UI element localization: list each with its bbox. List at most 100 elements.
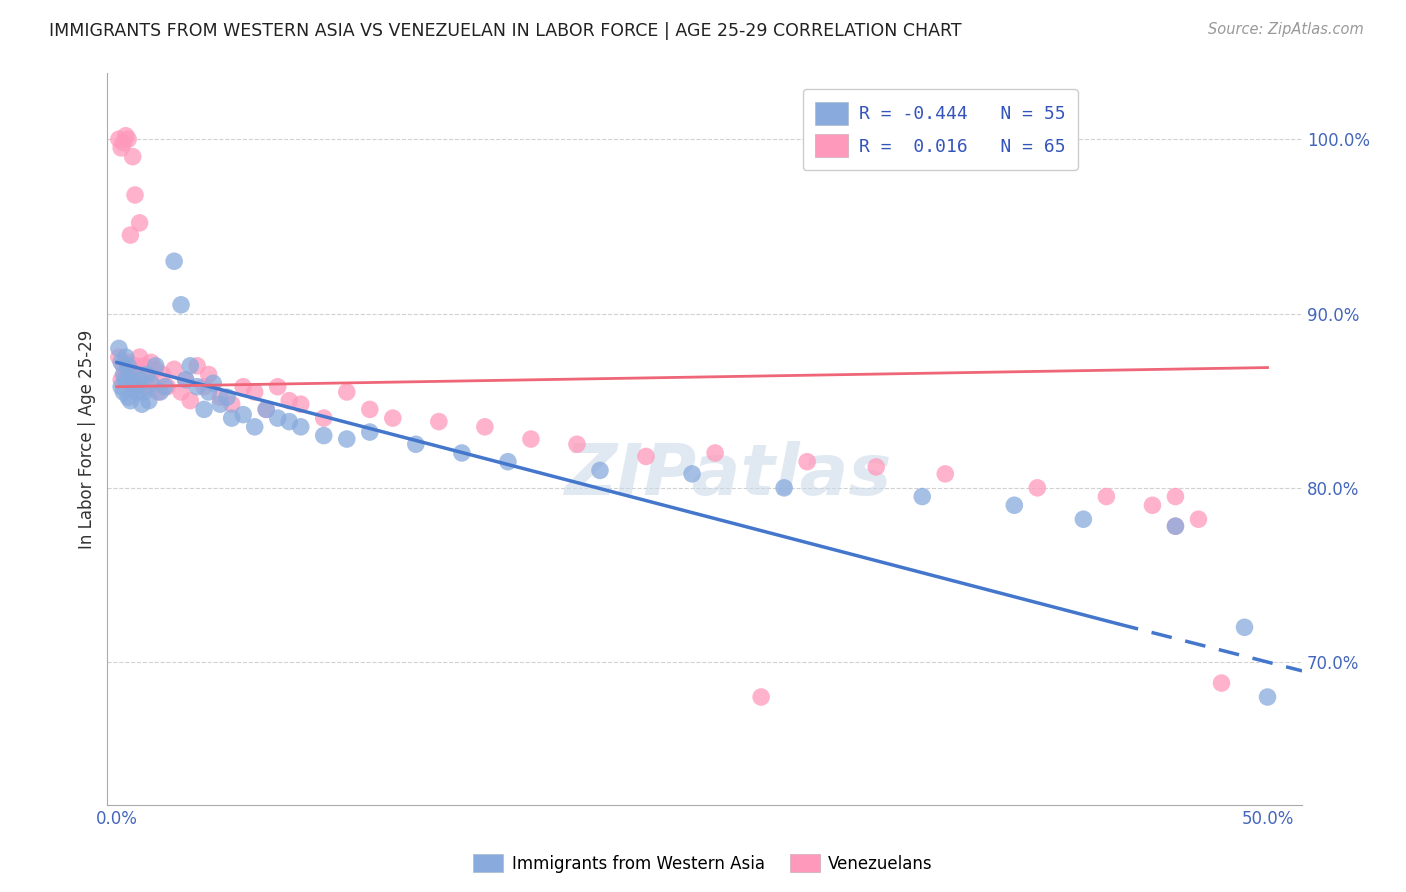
Point [1002,498,1025,512]
Point [112,384,135,399]
Point [232,408,254,422]
Point [128,216,150,230]
Point [209,390,232,404]
Point [1164,519,1187,533]
Legend: Immigrants from Western Asia, Venezuelans: Immigrants from Western Asia, Venezuelan… [467,847,939,880]
Point [121,376,143,391]
Point [117,132,139,146]
Point [146,384,169,399]
Point [704,446,727,460]
Point [336,432,359,446]
Point [174,373,197,387]
Point [520,432,543,446]
Point [312,411,335,425]
Point [217,390,239,404]
Legend: R = -0.444   N = 55, R =  0.016   N = 65: R = -0.444 N = 55, R = 0.016 N = 65 [803,89,1078,170]
Point [120,368,142,382]
Point [145,359,167,373]
Point [359,425,381,439]
Point [127,384,149,399]
Point [193,402,215,417]
Point [179,359,201,373]
Point [243,384,266,399]
Point [681,467,703,481]
Point [186,359,208,373]
Point [221,397,243,411]
Point [108,342,131,356]
Point [427,415,450,429]
Point [139,376,162,391]
Point [243,420,266,434]
Point [565,437,588,451]
Point [1026,481,1049,495]
Text: IMMIGRANTS FROM WESTERN ASIA VS VENEZUELAN IN LABOR FORCE | AGE 25-29 CORRELATIO: IMMIGRANTS FROM WESTERN ASIA VS VENEZUEL… [49,22,962,40]
Point [450,446,472,460]
Point [131,368,153,382]
Point [911,490,934,504]
Point [232,380,254,394]
Point [290,397,312,411]
Point [156,380,179,394]
Text: ZIPatlas: ZIPatlas [565,442,893,510]
Point [1142,498,1164,512]
Point [589,463,612,477]
Point [134,384,156,399]
Point [135,368,157,382]
Point [112,359,135,373]
Point [135,380,157,394]
Point [134,359,156,373]
Point [170,384,193,399]
Point [209,397,232,411]
Point [128,350,150,364]
Point [749,690,772,704]
Point [149,384,172,399]
Point [405,437,427,451]
Text: Source: ZipAtlas.com: Source: ZipAtlas.com [1208,22,1364,37]
Point [474,420,496,434]
Point [359,402,381,417]
Point [186,380,208,394]
Point [267,380,290,394]
Point [108,132,131,146]
Point [142,380,165,394]
Point [193,380,215,394]
Point [117,390,139,404]
Point [112,368,135,382]
Point [112,136,135,150]
Point [278,393,301,408]
Point [117,359,139,373]
Point [145,362,167,376]
Point [1164,490,1187,504]
Point [934,467,956,481]
Point [1233,620,1256,634]
Point [290,420,312,434]
Point [336,384,359,399]
Point [312,428,335,442]
Point [110,141,132,155]
Point [110,355,132,369]
Point [114,368,136,382]
Point [773,481,796,495]
Point [120,393,142,408]
Point [267,411,290,425]
Y-axis label: In Labor Force | Age 25-29: In Labor Force | Age 25-29 [79,329,96,549]
Point [254,402,277,417]
Point [163,254,186,268]
Point [170,298,193,312]
Point [153,380,176,394]
Point [796,455,818,469]
Point [1073,512,1095,526]
Point [174,373,197,387]
Point [1211,676,1233,690]
Point [117,355,139,369]
Point [124,188,146,202]
Point [634,450,657,464]
Point [138,393,160,408]
Point [139,355,162,369]
Point [1257,690,1279,704]
Point [121,373,143,387]
Point [1187,512,1209,526]
Point [114,128,136,143]
Point [197,384,219,399]
Point [163,362,186,376]
